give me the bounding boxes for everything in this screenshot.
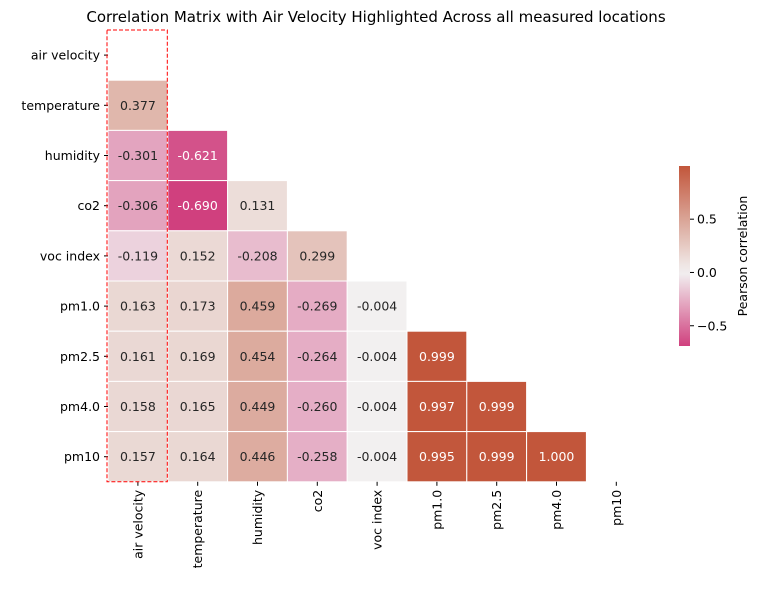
heatmap-cell — [107, 129, 169, 182]
y-tick-label: humidity — [45, 148, 101, 163]
y-tick-label: co2 — [78, 198, 100, 213]
highlight-box — [106, 29, 168, 483]
chart-title: Correlation Matrix with Air Velocity Hig… — [86, 8, 665, 26]
y-tick-label: air velocity — [31, 48, 101, 63]
heatmap-cell — [406, 380, 468, 433]
cell-value-label: 0.165 — [180, 399, 216, 414]
y-tick-label: pm1.0 — [60, 299, 100, 314]
cell-value-label: -0.119 — [118, 248, 158, 263]
heatmap-cell — [286, 230, 348, 282]
y-tick-label: pm10 — [64, 449, 100, 464]
cell-value-label: 0.131 — [240, 198, 276, 213]
colorbar-gradient — [679, 166, 690, 346]
y-axis: air velocity temperature humidity co2 voc in… — [21, 48, 108, 464]
heatmap-cell — [406, 330, 468, 382]
x-tick-label: pm4.0 — [549, 490, 564, 530]
cell-value-label: 0.999 — [479, 449, 515, 464]
heatmap-cell-labels: 0.377 -0.301 -0.621 -0.306 -0.690 0.131 -0.119… — [118, 98, 575, 464]
cell-value-label: 0.173 — [180, 299, 216, 314]
cell-value-label: 0.169 — [180, 349, 216, 364]
cell-value-label: -0.258 — [297, 449, 337, 464]
heatmap-cell — [286, 330, 348, 382]
cell-value-label: -0.004 — [357, 299, 397, 314]
colorbar-label: Pearson correlation — [735, 196, 750, 317]
cell-value-label: -0.004 — [357, 449, 397, 464]
x-tick-label: humidity — [250, 489, 265, 545]
heatmap-cell — [227, 180, 288, 232]
x-tick-label: co2 — [310, 490, 325, 512]
x-tick-label: temperature — [190, 489, 205, 568]
heatmap-cell — [227, 330, 288, 382]
heatmap-cell — [107, 79, 169, 131]
cell-value-label: 0.163 — [120, 299, 156, 314]
cell-value-label: 0.152 — [180, 248, 216, 263]
y-tick-label: pm4.0 — [60, 399, 100, 414]
heatmap-cell — [466, 380, 528, 433]
heatmap-cell — [526, 431, 587, 483]
cell-value-label: -0.269 — [297, 299, 337, 314]
x-axis: air velocity temperature humidity co2 voc in… — [130, 481, 624, 568]
cell-value-label: 0.158 — [120, 399, 156, 414]
heatmap-cell — [167, 280, 229, 332]
heatmap-cell — [167, 129, 229, 182]
cell-value-label: 0.449 — [240, 399, 276, 414]
colorbar-tick-label: 0.0 — [697, 265, 717, 280]
cell-value-label: 0.446 — [240, 449, 276, 464]
colorbar-tick-label: −0.5 — [697, 318, 727, 333]
x-tick-label: pm2.5 — [489, 490, 504, 530]
cell-value-label: -0.004 — [357, 399, 397, 414]
heatmap-cell — [167, 380, 229, 433]
heatmap-cell — [107, 431, 169, 483]
cell-value-label: 0.459 — [240, 299, 276, 314]
cell-value-label: 0.999 — [479, 399, 515, 414]
cell-value-label: 0.997 — [419, 399, 455, 414]
cell-value-label: -0.208 — [237, 248, 277, 263]
cell-value-label: -0.621 — [178, 148, 218, 163]
cell-value-label: -0.301 — [118, 148, 158, 163]
cell-value-label: 0.299 — [299, 248, 335, 263]
x-tick-label: voc index — [370, 490, 385, 550]
heatmap-cell — [227, 431, 288, 483]
cell-value-label: -0.690 — [178, 198, 218, 213]
heatmap-cell — [167, 230, 229, 282]
cell-value-label: 0.377 — [120, 98, 156, 113]
y-tick-label: pm2.5 — [60, 349, 100, 364]
heatmap-cell — [107, 380, 169, 433]
cell-value-label: -0.264 — [297, 349, 337, 364]
cell-value-label: 0.999 — [419, 349, 455, 364]
cell-value-label: 0.164 — [180, 449, 216, 464]
cell-value-label: -0.306 — [118, 198, 158, 213]
cell-value-label: 1.000 — [539, 449, 575, 464]
x-tick-label: pm1.0 — [429, 490, 444, 530]
heatmap-cell — [286, 280, 348, 332]
cell-value-label: 0.157 — [120, 449, 156, 464]
cell-value-label: 0.454 — [240, 349, 276, 364]
heatmap-cell — [346, 330, 408, 382]
cell-value-label: 0.995 — [419, 449, 455, 464]
highlighted-column — [106, 29, 168, 483]
cell-value-label: 0.161 — [120, 349, 156, 364]
x-tick-label: air velocity — [130, 489, 145, 559]
colorbar: −0.5 0.0 0.5 Pearson correlation — [679, 166, 750, 346]
y-tick-label: temperature — [21, 98, 100, 113]
x-tick-label: pm10 — [609, 490, 624, 526]
colorbar-tick-label: 0.5 — [697, 212, 717, 227]
heatmap-cells — [107, 79, 587, 483]
cell-value-label: -0.260 — [297, 399, 337, 414]
y-tick-label: voc index — [40, 248, 100, 263]
cell-value-label: -0.004 — [357, 349, 397, 364]
heatmap-cell — [286, 380, 348, 433]
